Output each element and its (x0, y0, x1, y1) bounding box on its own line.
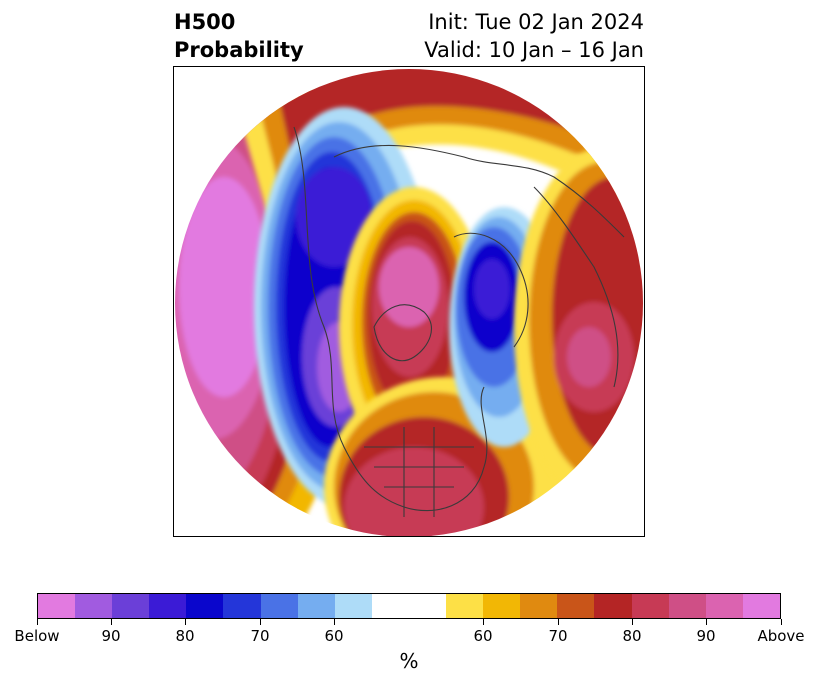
colorbar-tick (185, 619, 186, 625)
colorbar-tick-label: 80 (175, 627, 195, 645)
colorbar-tick-label: Above (757, 627, 805, 645)
colorbar-tick-label: 70 (548, 627, 568, 645)
colorbar-segment (520, 594, 558, 618)
colorbar-segment (668, 594, 706, 618)
colorbar-segment (186, 594, 224, 618)
colorbar-segment (334, 594, 372, 618)
title-line1: H500 (174, 10, 236, 34)
colorbar-segment (594, 594, 632, 618)
probability-field (175, 69, 643, 536)
colorbar-tick (781, 619, 782, 625)
colorbar-tick-label: 90 (101, 627, 121, 645)
colorbar-tick-label: Below (14, 627, 60, 645)
colorbar-tick (111, 619, 112, 625)
colorbar (37, 593, 781, 619)
colorbar-tick-label: 80 (622, 627, 642, 645)
colorbar-segment (371, 594, 447, 618)
colorbar-segment (742, 594, 780, 618)
colorbar-segment (557, 594, 595, 618)
colorbar-tick (632, 619, 633, 625)
colorbar-tick (558, 619, 559, 625)
colorbar-segment (223, 594, 261, 618)
valid-range: Valid: 10 Jan – 16 Jan (424, 38, 644, 62)
map-panel (173, 66, 645, 537)
colorbar-segment (38, 594, 76, 618)
colorbar-segment (75, 594, 113, 618)
colorbar-segment (705, 594, 743, 618)
colorbar-tick-label: 90 (696, 627, 716, 645)
colorbar-tick-label: 60 (324, 627, 344, 645)
colorbar-segment (446, 594, 484, 618)
colorbar-tick (483, 619, 484, 625)
colorbar-tick-label: 70 (250, 627, 270, 645)
map-title: H500 Probability (174, 8, 304, 64)
colorbar-tick (37, 619, 38, 625)
colorbar-segment (483, 594, 521, 618)
polar-map (175, 69, 643, 536)
colorbar-tick (334, 619, 335, 625)
colorbar-segment (260, 594, 298, 618)
colorbar-segment (112, 594, 150, 618)
colorbar-unit-label: % (399, 649, 419, 673)
arctic-canada-above-anomaly (339, 187, 489, 467)
init-date: Init: Tue 02 Jan 2024 (428, 10, 644, 34)
colorbar-segment (149, 594, 187, 618)
colorbar-segment (297, 594, 335, 618)
title-line2: Probability (174, 38, 304, 62)
date-info: Init: Tue 02 Jan 2024 Valid: 10 Jan – 16… (424, 8, 644, 64)
coastlines (293, 126, 625, 517)
colorbar-tick (260, 619, 261, 625)
colorbar-tick (706, 619, 707, 625)
colorbar-tick-label: 60 (473, 627, 493, 645)
colorbar-segment (631, 594, 669, 618)
